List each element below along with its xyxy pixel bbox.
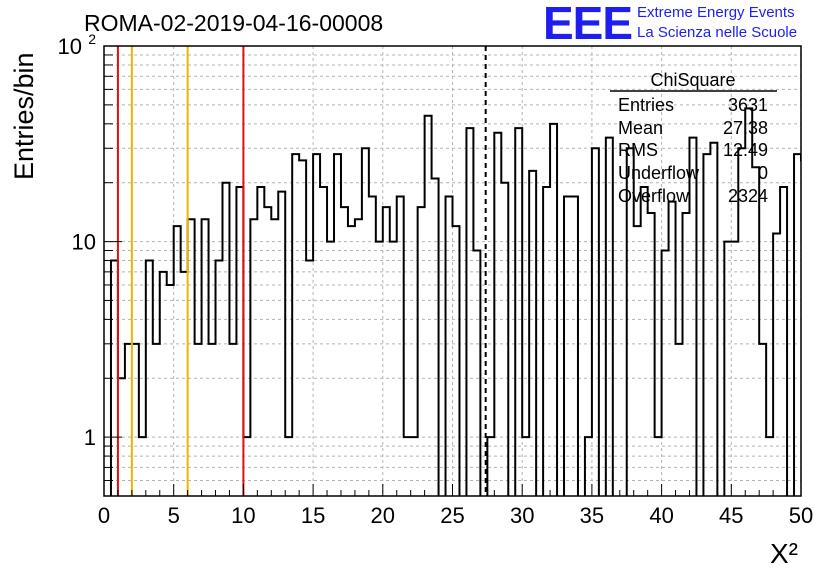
histogram-bin <box>592 148 599 496</box>
histogram-bin <box>153 344 160 496</box>
histogram-bin <box>662 251 669 496</box>
x-tick-label: 5 <box>168 503 180 528</box>
x-tick-label: 20 <box>371 503 395 528</box>
x-tick-label: 25 <box>440 503 464 528</box>
histogram-bin <box>181 272 188 496</box>
histogram-bin <box>209 344 216 496</box>
histogram-bin <box>222 183 229 496</box>
stats-value-overflow: 2324 <box>728 186 768 206</box>
stats-value-mean: 27.38 <box>723 118 768 138</box>
histogram-bin <box>724 242 731 496</box>
stats-value-rms: 12.49 <box>723 140 768 160</box>
histogram-bin <box>703 154 710 496</box>
histogram-bin <box>801 160 808 496</box>
histogram-bin <box>822 183 829 496</box>
histogram-bin <box>543 187 550 496</box>
histogram-bars <box>109 107 836 496</box>
stats-label-rms: RMS <box>618 140 658 160</box>
tick-labels: 0 5 10 15 20 25 30 35 40 45 50 1 10 10 2 <box>58 31 814 528</box>
logo-line-1: Extreme Energy Events <box>637 4 795 21</box>
histogram-bin <box>320 187 327 496</box>
histogram-bin <box>425 116 432 496</box>
histogram-bin <box>501 183 508 496</box>
histogram-bin <box>453 226 460 496</box>
x-tick-label: 0 <box>98 503 110 528</box>
y-tick-label: 10 <box>58 34 82 59</box>
histogram-bin <box>473 251 480 496</box>
histogram-bin <box>780 187 787 496</box>
histogram-bin <box>731 242 738 496</box>
histogram-bin <box>466 128 473 496</box>
logo-line-2: La Scienza nelle Scuole <box>637 24 798 41</box>
histogram-bin <box>773 233 780 496</box>
histogram-bin <box>759 344 766 496</box>
stats-label-mean: Mean <box>618 118 663 138</box>
x-tick-label: 50 <box>789 503 813 528</box>
histogram-bin <box>634 226 641 496</box>
x-tick-label: 45 <box>719 503 743 528</box>
stats-label-entries: Entries <box>618 95 674 115</box>
chart-title: ROMA-02-2019-04-16-00008 <box>84 10 383 36</box>
histogram-bin <box>794 154 801 496</box>
y-tick-label: 10 <box>72 230 96 255</box>
histogram-bin <box>689 138 696 496</box>
histogram-bin <box>195 344 202 496</box>
histogram-bin <box>327 242 334 496</box>
histogram-bin <box>641 187 648 496</box>
histogram-bin <box>752 167 759 496</box>
histogram-bin <box>292 154 299 496</box>
histogram-outline <box>109 107 801 496</box>
histogram-bin <box>606 138 613 496</box>
histogram-bin <box>648 213 655 496</box>
histogram-bin <box>132 344 139 496</box>
x-axis-label: X² <box>770 538 798 569</box>
stats-label-overflow: Overflow <box>618 186 690 206</box>
stats-box: ChiSquare Entries 3631 Mean 27.38 RMS 12… <box>610 70 777 206</box>
x-tick-label: 30 <box>510 503 534 528</box>
histogram-bin <box>362 148 369 496</box>
histogram-bin <box>257 187 264 496</box>
histogram-bin <box>160 272 167 496</box>
x-tick-label: 10 <box>231 503 255 528</box>
histogram-bin <box>432 179 439 496</box>
histogram-bin <box>348 226 355 496</box>
stats-title: ChiSquare <box>650 70 735 90</box>
histogram-bin <box>745 108 752 496</box>
histogram-bin <box>669 202 676 496</box>
histogram-bin <box>494 133 501 496</box>
histogram-bin <box>390 242 397 496</box>
histogram-bin <box>334 154 341 496</box>
histogram-bin <box>167 285 174 496</box>
x-tick-label: 40 <box>649 503 673 528</box>
grid <box>104 46 801 496</box>
x-tick-label: 15 <box>301 503 325 528</box>
histogram-bin <box>313 154 320 496</box>
histogram-bin <box>125 344 132 496</box>
histogram-bin <box>808 319 815 496</box>
axes <box>103 45 802 497</box>
y-tick-label-exponent: 2 <box>88 31 96 47</box>
histogram-bin <box>515 128 522 496</box>
stats-value-entries: 3631 <box>728 95 768 115</box>
histogram-bin <box>815 437 822 496</box>
marker-lines <box>116 46 487 496</box>
stats-value-underflow: 0 <box>758 163 768 183</box>
y-axis-label: Entries/bin <box>9 52 39 180</box>
histogram-bin <box>236 187 243 496</box>
histogram-bin <box>550 124 557 496</box>
histogram-bin <box>174 226 181 496</box>
eee-logo: EEE <box>543 0 633 49</box>
stats-label-underflow: Underflow <box>618 163 700 183</box>
x-tick-label: 35 <box>580 503 604 528</box>
histogram-bin <box>529 171 536 496</box>
y-tick-label: 1 <box>84 425 96 450</box>
histogram-bin <box>376 242 383 496</box>
histogram-bin <box>683 213 690 496</box>
histogram-bin <box>829 175 836 496</box>
histogram-bin <box>229 344 236 496</box>
histogram-bin <box>676 344 683 496</box>
